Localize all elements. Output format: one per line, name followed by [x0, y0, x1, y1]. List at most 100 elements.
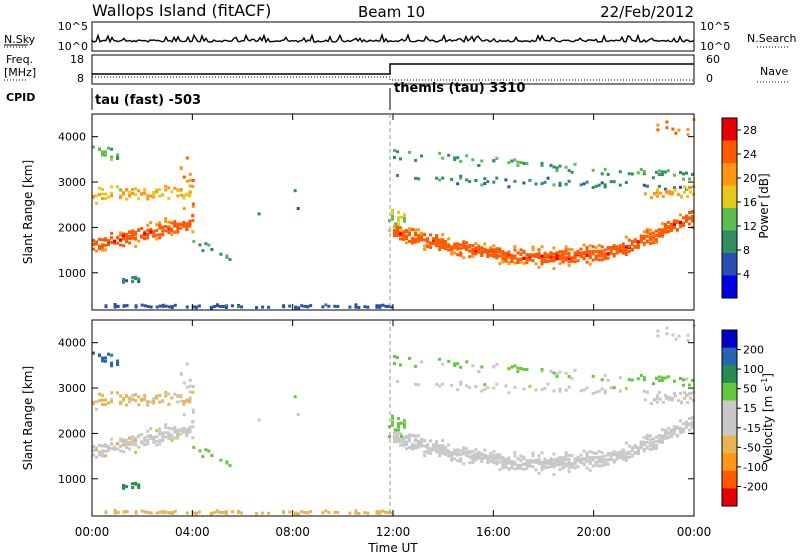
- velocity-cell: [164, 390, 168, 394]
- velocity-cell: [540, 460, 544, 464]
- velocity-cell: [513, 454, 517, 458]
- power-cell: [642, 183, 646, 187]
- velocity-cell: [618, 453, 622, 457]
- power-cell: [414, 231, 418, 235]
- velocity-cell: [140, 440, 144, 444]
- power-cell: [639, 234, 643, 238]
- velocity-cell: [152, 435, 156, 439]
- velocity-cell: [516, 465, 520, 469]
- velocity-cell: [104, 398, 107, 402]
- power-cell: [179, 222, 183, 226]
- power-cell: [480, 254, 484, 257]
- velocity-cell: [594, 452, 598, 455]
- velocity-cell: [534, 458, 538, 462]
- power-cell: [423, 233, 427, 237]
- velocity-cell: [420, 437, 424, 441]
- velocity-cell: [558, 387, 562, 391]
- power-cell: [405, 237, 408, 241]
- y-tick-label: 4000: [58, 337, 86, 350]
- velocity-cell: [149, 433, 153, 437]
- velocity-cell: [483, 383, 487, 387]
- power-cell: [411, 228, 415, 231]
- power-cell: [691, 172, 694, 176]
- power-cell: [645, 240, 649, 244]
- velocity-cell: [438, 451, 442, 454]
- velocity-cell: [507, 367, 511, 371]
- velocity-cell: [651, 437, 655, 441]
- velocity-cell: [679, 377, 682, 380]
- velocity-cell: [110, 361, 114, 365]
- power-cell: [597, 183, 601, 187]
- velocity-cell: [630, 449, 634, 453]
- power-cell: [146, 194, 150, 198]
- velocity-cell: [137, 486, 141, 489]
- power-cell: [101, 248, 104, 252]
- power-cell: [522, 161, 526, 165]
- power-cell: [179, 193, 183, 197]
- power-cell: [417, 233, 421, 237]
- power-cell: [453, 156, 457, 160]
- power-cell: [391, 214, 394, 218]
- velocity-cell: [107, 449, 110, 453]
- power-cell: [672, 186, 676, 190]
- velocity-cell: [664, 396, 668, 400]
- power-cell: [447, 248, 451, 252]
- power-cell: [101, 238, 104, 242]
- velocity-cell: [474, 458, 478, 462]
- velocity-cell: [492, 386, 496, 390]
- velocity-cell: [624, 441, 628, 445]
- velocity-cell: [540, 388, 544, 392]
- power-cell: [164, 217, 168, 221]
- power-cell: [534, 182, 538, 186]
- velocity-cell: [495, 362, 499, 366]
- velocity-cell: [543, 466, 547, 470]
- velocity-cell: [113, 511, 117, 515]
- power-cell: [393, 234, 396, 238]
- velocity-cell: [660, 438, 664, 442]
- velocity-cell: [128, 436, 132, 440]
- velocity-cell: [498, 456, 502, 460]
- power-cell: [664, 190, 668, 194]
- velocity-cell: [655, 400, 659, 404]
- velocity-cell: [594, 390, 598, 394]
- velocity-cell: [414, 437, 418, 441]
- power-cell: [444, 246, 448, 250]
- power-cell: [603, 255, 607, 259]
- velocity-cell: [564, 451, 568, 455]
- power-cell: [567, 257, 571, 260]
- power-cell: [101, 150, 104, 154]
- power-cell: [107, 239, 110, 243]
- velocity-cell: [579, 458, 583, 462]
- power-cell: [188, 219, 192, 223]
- velocity-cell: [441, 439, 445, 443]
- velocity-cell: [567, 469, 571, 473]
- velocity-cell: [456, 459, 460, 463]
- velocity-cell: [567, 453, 571, 457]
- velocity-cell: [92, 351, 95, 355]
- power-cell: [441, 238, 445, 242]
- x-tick-label: 00:00: [677, 525, 712, 539]
- velocity-cell: [128, 396, 132, 400]
- velocity-cell: [549, 460, 553, 463]
- velocity-cell: [411, 447, 415, 451]
- power-cell: [522, 257, 526, 260]
- power-cell: [137, 239, 141, 243]
- power-cell: [585, 246, 589, 250]
- velocity-cell: [92, 453, 95, 457]
- power-cell: [609, 251, 613, 255]
- velocity-cell: [185, 430, 189, 434]
- power-cell: [552, 255, 556, 259]
- power-cell: [450, 252, 454, 256]
- velocity-cell: [161, 439, 165, 443]
- power-cell: [143, 304, 147, 308]
- velocity-cell: [525, 463, 529, 467]
- velocity-cell: [125, 510, 129, 514]
- velocity-cell: [417, 434, 421, 438]
- velocity-cell: [676, 399, 680, 403]
- velocity-cell: [176, 431, 180, 434]
- velocity-cell: [167, 511, 171, 515]
- velocity-cell: [603, 461, 607, 465]
- power-cell: [149, 227, 153, 231]
- power-cell: [221, 305, 225, 308]
